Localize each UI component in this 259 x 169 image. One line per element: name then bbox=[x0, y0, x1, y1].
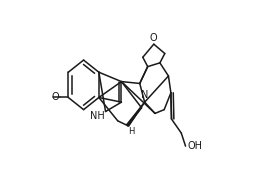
Text: H: H bbox=[128, 127, 135, 136]
Text: OH: OH bbox=[187, 141, 202, 151]
Text: O: O bbox=[150, 33, 158, 43]
Text: NH: NH bbox=[90, 111, 105, 121]
Text: O: O bbox=[51, 92, 59, 102]
Polygon shape bbox=[127, 102, 145, 126]
Text: N: N bbox=[141, 90, 148, 100]
